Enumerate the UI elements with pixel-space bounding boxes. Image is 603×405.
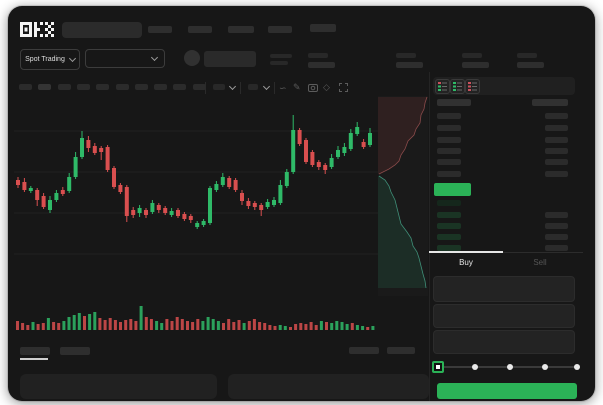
avatar[interactable] bbox=[184, 50, 200, 66]
last-price-bar[interactable] bbox=[434, 183, 471, 196]
ask-row-amount[interactable] bbox=[545, 125, 568, 131]
amount-input[interactable] bbox=[433, 304, 575, 328]
stat-label bbox=[270, 54, 292, 58]
book-bids-icon[interactable] bbox=[450, 79, 465, 94]
timeframe-button[interactable] bbox=[96, 84, 110, 90]
tab-buy[interactable]: Buy bbox=[459, 257, 473, 267]
active-tab-indicator bbox=[20, 358, 48, 360]
timeframe-button[interactable] bbox=[57, 84, 71, 90]
nav-item[interactable] bbox=[310, 24, 336, 32]
total-input[interactable] bbox=[433, 330, 575, 354]
fullscreen-icon[interactable] bbox=[339, 83, 348, 92]
ticker-stat-label bbox=[396, 53, 416, 58]
camera-icon[interactable] bbox=[308, 83, 318, 92]
bottom-panel-right[interactable] bbox=[228, 374, 429, 399]
buy-tab-indicator bbox=[429, 251, 503, 253]
buy-button[interactable] bbox=[437, 383, 577, 399]
orderbook-header-amount bbox=[532, 99, 568, 106]
tabbar-divider bbox=[429, 252, 583, 253]
nav-item[interactable] bbox=[188, 26, 212, 33]
nav-item[interactable] bbox=[148, 26, 172, 33]
ticker-stat-value bbox=[462, 62, 489, 68]
bid-row-amount[interactable] bbox=[545, 223, 568, 229]
action-button[interactable] bbox=[204, 51, 256, 67]
timeframe-button[interactable] bbox=[154, 84, 168, 90]
bid-row-amount[interactable] bbox=[545, 245, 568, 251]
ticker-stat-label bbox=[308, 53, 328, 58]
slider-stop-75[interactable] bbox=[542, 364, 548, 370]
chart-style-dropdown[interactable] bbox=[248, 84, 258, 90]
ask-row-amount[interactable] bbox=[545, 159, 568, 165]
bid-row-price[interactable] bbox=[437, 245, 461, 251]
ask-row-price[interactable] bbox=[437, 159, 461, 165]
timeframe-button[interactable] bbox=[19, 84, 32, 90]
bottom-panel-left[interactable] bbox=[20, 374, 217, 399]
panel-divider bbox=[429, 72, 430, 401]
ticker-stat-value bbox=[396, 62, 423, 68]
timeframe-button[interactable] bbox=[134, 84, 148, 90]
timeframe-button[interactable] bbox=[76, 84, 90, 90]
bid-row-price[interactable] bbox=[437, 212, 461, 218]
ticker-stat-value bbox=[308, 62, 335, 68]
book-combined-icon[interactable] bbox=[435, 79, 450, 94]
nav-item[interactable] bbox=[228, 26, 254, 33]
orderbook-header-price bbox=[437, 99, 471, 106]
chevron-down-icon bbox=[68, 54, 76, 63]
volume-chart[interactable] bbox=[16, 300, 380, 334]
okx-app-window: Spot Trading ∽ ✎ ◇ bbox=[8, 6, 595, 401]
nav-item[interactable] bbox=[268, 26, 292, 33]
search-input[interactable] bbox=[62, 22, 142, 38]
slider-handle[interactable] bbox=[432, 361, 444, 373]
pair-selector-dropdown[interactable] bbox=[85, 49, 165, 68]
bid-row-price[interactable] bbox=[437, 223, 461, 229]
trading-mode-dropdown[interactable]: Spot Trading bbox=[20, 49, 80, 70]
diamond-icon[interactable]: ◇ bbox=[323, 82, 330, 92]
bid-row-amount[interactable] bbox=[545, 212, 568, 218]
pencil-icon[interactable]: ✎ bbox=[293, 82, 301, 92]
chevron-down-icon[interactable] bbox=[228, 82, 237, 91]
wave-indicator-icon[interactable]: ∽ bbox=[279, 83, 287, 93]
chart-option[interactable] bbox=[387, 347, 415, 354]
price-input[interactable] bbox=[433, 276, 575, 302]
divider bbox=[240, 82, 241, 94]
ask-row-price[interactable] bbox=[437, 137, 461, 143]
chevron-down-icon[interactable] bbox=[262, 82, 271, 91]
trading-mode-label: Spot Trading bbox=[25, 56, 65, 63]
book-asks-icon[interactable] bbox=[465, 79, 480, 94]
ask-row-price[interactable] bbox=[437, 148, 461, 154]
ask-row-price[interactable] bbox=[437, 125, 461, 131]
timeframe-button[interactable] bbox=[38, 84, 52, 90]
ask-row-amount[interactable] bbox=[545, 113, 568, 119]
tab-sell[interactable]: Sell bbox=[533, 257, 547, 267]
ticker-stat-value bbox=[517, 62, 544, 68]
stat-value bbox=[270, 61, 288, 65]
ask-row-price[interactable] bbox=[437, 171, 461, 177]
ticker-stat-label bbox=[462, 53, 482, 58]
divider bbox=[205, 82, 206, 94]
bid-row-amount[interactable] bbox=[545, 234, 568, 240]
ask-row-amount[interactable] bbox=[545, 137, 568, 143]
ask-row-price[interactable] bbox=[437, 113, 461, 119]
chart-tab-active[interactable] bbox=[20, 347, 50, 355]
chart-tab[interactable] bbox=[60, 347, 90, 355]
ask-row-amount[interactable] bbox=[545, 171, 568, 177]
slider-stop-25[interactable] bbox=[472, 364, 478, 370]
timeframe-button[interactable] bbox=[115, 84, 129, 90]
bid-row-price[interactable] bbox=[437, 200, 461, 206]
divider bbox=[274, 82, 275, 94]
chevron-down-icon bbox=[150, 53, 159, 62]
timeframe-button[interactable] bbox=[192, 84, 206, 90]
slider-stop-100[interactable] bbox=[574, 364, 580, 370]
market-depth-chart[interactable] bbox=[378, 96, 428, 296]
slider-stop-50[interactable] bbox=[507, 364, 513, 370]
candlestick-chart[interactable] bbox=[14, 100, 378, 294]
ask-row-amount[interactable] bbox=[545, 148, 568, 154]
bid-row-price[interactable] bbox=[437, 234, 461, 240]
chart-option[interactable] bbox=[349, 347, 379, 354]
okx-logo bbox=[20, 22, 54, 37]
indicator-dropdown[interactable] bbox=[213, 84, 225, 90]
timeframe-button[interactable] bbox=[173, 84, 187, 90]
ticker-stat-label bbox=[517, 53, 537, 58]
